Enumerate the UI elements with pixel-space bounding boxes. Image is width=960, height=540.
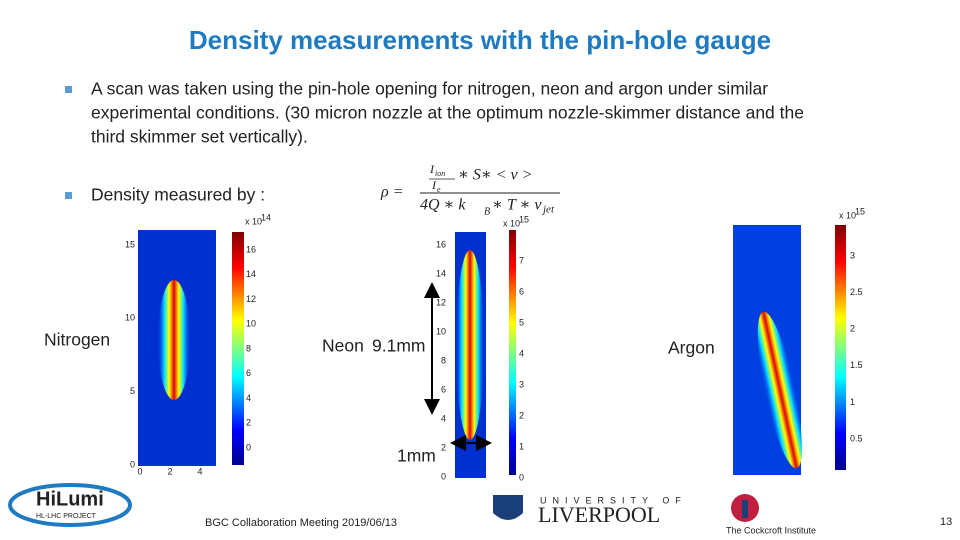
- bullet-text: Density measured by :: [91, 185, 265, 205]
- logo-text: The Cockcroft Institute: [726, 525, 816, 535]
- colorbar-tick-label: 6: [519, 286, 524, 296]
- y-tick-label: 16: [436, 239, 446, 249]
- y-tick-label: 0: [130, 459, 135, 469]
- x-tick-label: 2: [167, 466, 172, 476]
- y-tick-label: 6: [441, 384, 446, 394]
- plot-label: Neon: [322, 336, 364, 356]
- y-tick-label: 2: [441, 442, 446, 452]
- formula-part: I: [431, 178, 437, 192]
- colorbar-tick-label: 1.5: [850, 360, 863, 370]
- logo-text: HL-LHC PROJECT: [36, 513, 97, 520]
- y-tick-label: 12: [436, 297, 446, 307]
- y-tick-label: 8: [441, 355, 446, 365]
- colorbar-tick-label: 5: [519, 317, 524, 327]
- y-tick-label: 10: [125, 313, 135, 323]
- colorbar-exponent: 14: [261, 212, 271, 222]
- y-tick-label: 15: [125, 239, 135, 249]
- colorbar-tick-label: 3: [519, 379, 524, 389]
- colorbar-tick-label: 12: [246, 294, 256, 304]
- colorbar-tick-label: 2: [519, 410, 524, 420]
- colorbar-tick-label: 1: [519, 441, 524, 451]
- formula-part: ∗ T ∗ v: [492, 197, 542, 214]
- colorbar: [232, 232, 244, 465]
- formula-part: ion: [435, 169, 445, 178]
- bullet-marker: [65, 192, 72, 199]
- page-number: 13: [940, 516, 952, 528]
- y-tick-label: 5: [130, 386, 135, 396]
- colorbar-exponent: x 10: [503, 218, 520, 228]
- colorbar-tick-label: 4: [519, 348, 524, 358]
- cockcroft-logo: The Cockcroft Institute: [726, 494, 816, 535]
- formula-part: e: [437, 185, 441, 194]
- heatmap-stripe: [757, 311, 803, 469]
- annotation: 1mm: [397, 446, 436, 466]
- colorbar-exponent: x 10: [245, 216, 262, 226]
- logo-text: LIVERPOOL: [538, 502, 660, 527]
- x-tick-label: 0: [137, 466, 142, 476]
- bullet-text: third skimmer set vertically).: [91, 127, 308, 147]
- formula-part: B: [484, 206, 490, 217]
- logo-text: HiLumi: [36, 488, 104, 510]
- slide-title: Density measurements with the pin-hole g…: [189, 25, 771, 55]
- colorbar-tick-label: 7: [519, 255, 524, 265]
- colorbar-exponent: x 10: [839, 210, 856, 220]
- hilumi-logo: HiLumi HL-LHC PROJECT: [8, 483, 132, 527]
- y-tick-label: 10: [436, 326, 446, 336]
- y-tick-label: 4: [441, 413, 446, 423]
- colorbar-tick-label: 0: [246, 442, 251, 452]
- colorbar-tick-label: 1: [850, 397, 855, 407]
- y-tick-label: 0: [441, 471, 446, 481]
- footer-text: BGC Collaboration Meeting 2019/06/13: [205, 517, 397, 529]
- logo-text: UNIVERSITY OF: [540, 495, 687, 505]
- bullet-marker: [65, 86, 72, 93]
- liverpool-logo: UNIVERSITY OF LIVERPOOL: [493, 495, 687, 527]
- bullet-text: A scan was taken using the pin-hole open…: [91, 79, 768, 99]
- y-tick-label: 14: [436, 268, 446, 278]
- bullet-text: experimental conditions. (30 micron nozz…: [91, 103, 804, 123]
- x-tick-label: 4: [197, 466, 202, 476]
- colorbar-tick-label: 0.5: [850, 433, 863, 443]
- colorbar-exponent: 15: [519, 214, 529, 224]
- colorbar: [509, 230, 516, 475]
- formula-part: ∗ S∗ < v >: [458, 167, 532, 184]
- formula: ρ = I ion I e ∗ S∗ < v > 4Q ∗ k B ∗ T ∗ …: [380, 162, 560, 217]
- heatmap-stripe: [158, 280, 190, 400]
- plot-label: Argon: [668, 338, 715, 358]
- formula-part: jet: [541, 204, 555, 216]
- formula-part: I: [429, 162, 435, 176]
- colorbar-tick-label: 2: [850, 324, 855, 334]
- formula-part: 4Q ∗ k: [420, 197, 466, 214]
- colorbar-tick-label: 0: [519, 472, 524, 482]
- colorbar-tick-label: 2: [246, 418, 251, 428]
- annotation: 9.1mm: [372, 336, 425, 356]
- heatmap-stripe: [456, 250, 484, 440]
- colorbar-exponent: 15: [855, 206, 865, 216]
- colorbar-tick-label: 10: [246, 319, 256, 329]
- colorbar-tick-label: 3: [850, 250, 855, 260]
- formula-part: ρ =: [380, 184, 403, 201]
- colorbar-tick-label: 14: [246, 269, 256, 279]
- colorbar-tick-label: 8: [246, 343, 251, 353]
- colorbar: [835, 225, 846, 470]
- colorbar-tick-label: 4: [246, 393, 251, 403]
- colorbar-tick-label: 6: [246, 368, 251, 378]
- colorbar-tick-label: 16: [246, 244, 256, 254]
- colorbar-tick-label: 2.5: [850, 287, 863, 297]
- plot-label: Nitrogen: [44, 330, 110, 350]
